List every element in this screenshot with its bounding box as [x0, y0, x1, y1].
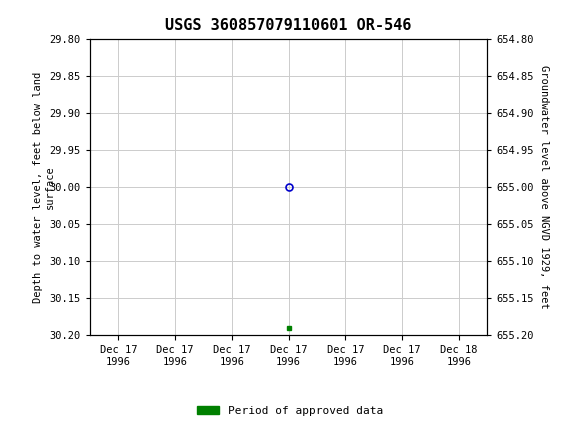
Legend: Period of approved data: Period of approved data [193, 401, 387, 420]
Y-axis label: Groundwater level above NGVD 1929, feet: Groundwater level above NGVD 1929, feet [539, 65, 549, 309]
Title: USGS 360857079110601 OR-546: USGS 360857079110601 OR-546 [165, 18, 412, 34]
Text: USGS: USGS [35, 9, 90, 27]
Text: ≡: ≡ [6, 8, 19, 28]
Y-axis label: Depth to water level, feet below land
surface: Depth to water level, feet below land su… [33, 71, 55, 303]
